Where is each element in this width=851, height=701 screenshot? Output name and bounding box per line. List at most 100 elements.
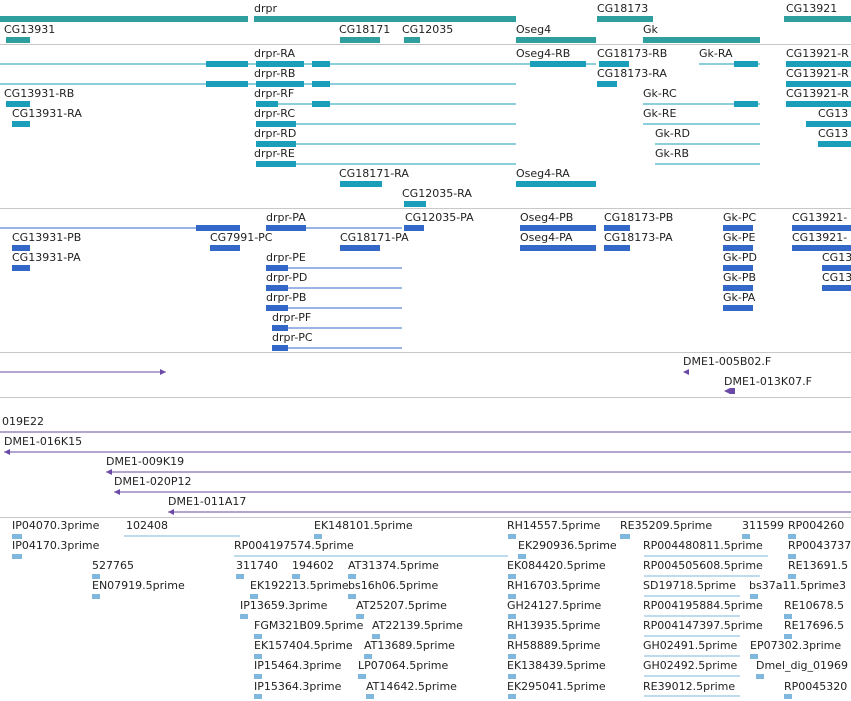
transcript-exon[interactable] xyxy=(599,61,629,67)
transcript-label[interactable]: drpr-RC xyxy=(254,107,295,120)
protein-exon[interactable] xyxy=(822,265,851,271)
est-label[interactable]: GH02492.5prime xyxy=(643,659,738,672)
est-feature[interactable] xyxy=(508,674,516,679)
est-label[interactable]: 102408 xyxy=(126,519,168,532)
est-label[interactable]: EK148101.5prime xyxy=(314,519,413,532)
transcript-exon[interactable] xyxy=(206,61,248,67)
est-label[interactable]: RP004480811.5prime xyxy=(643,539,763,552)
transcript-label[interactable]: drpr-RB xyxy=(254,67,295,80)
protein-exon[interactable] xyxy=(272,325,288,331)
est-label[interactable]: IP04070.3prime xyxy=(12,519,100,532)
transcript-exon[interactable] xyxy=(340,181,382,187)
transcript-label[interactable]: CG18171-RA xyxy=(339,167,409,180)
transcript-exon[interactable] xyxy=(256,81,304,87)
clone-label[interactable]: 019E22 xyxy=(2,415,44,428)
protein-label[interactable]: CG7991-PC xyxy=(210,231,273,244)
est-feature[interactable] xyxy=(788,534,796,539)
transcript-label[interactable]: Gk-RA xyxy=(699,47,733,60)
est-label[interactable]: RP004197574.5prime xyxy=(234,539,354,552)
est-label[interactable]: RH13935.5prime xyxy=(507,619,601,632)
protein-exon[interactable] xyxy=(723,225,753,231)
est-label[interactable]: 527765 xyxy=(92,559,134,572)
gene-label-drpr[interactable]: drpr xyxy=(254,2,277,15)
est-label[interactable]: RE35209.5prime xyxy=(620,519,712,532)
protein-label[interactable]: CG13931-PA xyxy=(12,251,81,264)
protein-exon[interactable] xyxy=(196,225,240,231)
transcript-label[interactable]: CG13931-RA xyxy=(12,107,82,120)
est-feature[interactable] xyxy=(92,594,100,599)
gene-label-cg18173[interactable]: CG18173 xyxy=(597,2,648,15)
est-label[interactable]: RH14557.5prime xyxy=(507,519,601,532)
protein-label[interactable]: CG13921- xyxy=(792,211,847,224)
transcript-label[interactable]: CG13921-R xyxy=(786,67,849,80)
est-feature[interactable] xyxy=(366,694,374,699)
protein-exon[interactable] xyxy=(792,245,851,251)
est-label[interactable]: LP07064.5prime xyxy=(358,659,449,672)
est-feature[interactable] xyxy=(372,634,380,639)
transcript-exon[interactable] xyxy=(312,61,330,67)
est-feature[interactable] xyxy=(12,554,22,559)
transcript-label[interactable]: CG13 xyxy=(818,127,848,140)
gene-label-gk[interactable]: Gk xyxy=(643,23,659,36)
transcript-label[interactable]: drpr-RF xyxy=(254,87,294,100)
protein-exon[interactable] xyxy=(822,285,851,291)
est-label[interactable]: RP004505608.5prime xyxy=(643,559,763,572)
protein-label[interactable]: drpr-PC xyxy=(272,331,313,344)
est-feature[interactable] xyxy=(750,594,758,599)
transcript-label[interactable]: CG13921-R xyxy=(786,47,849,60)
protein-exon[interactable] xyxy=(266,305,288,311)
est-feature[interactable] xyxy=(508,534,516,539)
transcript-exon[interactable] xyxy=(786,101,851,107)
transcript-exon[interactable] xyxy=(786,81,851,87)
est-label[interactable]: SD19718.5prime xyxy=(643,579,736,592)
protein-exon[interactable] xyxy=(272,345,288,351)
gene-feature-cg13931[interactable] xyxy=(6,37,30,43)
gene-feature-cg12035[interactable] xyxy=(404,37,420,43)
est-label[interactable]: EK084420.5prime xyxy=(507,559,606,572)
est-label[interactable]: RE13691.5 xyxy=(788,559,848,572)
protein-label[interactable]: drpr-PE xyxy=(266,251,306,264)
transcript-label[interactable]: CG18173-RB xyxy=(597,47,667,60)
est-feature[interactable] xyxy=(784,694,792,699)
gene-label-cg12035[interactable]: CG12035 xyxy=(402,23,453,36)
transcript-exon[interactable] xyxy=(806,121,851,127)
transcript-exon[interactable] xyxy=(597,81,617,87)
est-label[interactable]: RP004195884.5prime xyxy=(643,599,763,612)
clone-label[interactable]: DME1-005B02.F xyxy=(683,355,771,368)
est-feature[interactable] xyxy=(742,534,750,539)
est-feature[interactable] xyxy=(12,534,22,539)
est-feature[interactable] xyxy=(314,534,322,539)
est-label[interactable]: bs37a11.5prime3 xyxy=(749,579,846,592)
est-label[interactable]: AT31374.5prime xyxy=(348,559,439,572)
est-feature[interactable] xyxy=(358,674,366,679)
est-feature[interactable] xyxy=(254,634,262,639)
gene-feature-oseg4[interactable] xyxy=(516,37,596,43)
est-label[interactable]: EK157404.5prime xyxy=(254,639,353,652)
transcript-exon[interactable] xyxy=(206,81,248,87)
transcript-label[interactable]: drpr-RE xyxy=(254,147,295,160)
protein-label[interactable]: drpr-PF xyxy=(272,311,311,324)
transcript-label[interactable]: Gk-RB xyxy=(655,147,689,160)
protein-exon[interactable] xyxy=(266,225,306,231)
est-label[interactable]: RP0045320 xyxy=(784,680,847,693)
clone-label[interactable]: DME1-020P12 xyxy=(114,475,192,488)
arrow-left-icon[interactable] xyxy=(724,388,735,394)
arrow-left-icon[interactable] xyxy=(683,369,689,375)
clone-label[interactable]: DME1-013K07.F xyxy=(724,375,812,388)
gene-feature-drpr[interactable] xyxy=(254,16,516,22)
est-feature[interactable] xyxy=(756,674,764,679)
gene-label-cg18171[interactable]: CG18171 xyxy=(339,23,390,36)
est-label[interactable]: IP13659.3prime xyxy=(240,599,328,612)
gene-feature-cg13921[interactable] xyxy=(784,16,851,22)
est-label[interactable]: RP0043737 xyxy=(788,539,851,552)
est-feature[interactable] xyxy=(508,694,516,699)
gene-label-oseg4[interactable]: Oseg4 xyxy=(516,23,551,36)
transcript-label[interactable]: CG13931-RB xyxy=(4,87,74,100)
gene-feature-cg18173[interactable] xyxy=(597,16,653,22)
est-label[interactable]: EK138439.5prime xyxy=(507,659,606,672)
est-label[interactable]: 311740 xyxy=(236,559,278,572)
protein-label[interactable]: Gk-PE xyxy=(723,231,755,244)
est-feature[interactable] xyxy=(508,594,516,599)
